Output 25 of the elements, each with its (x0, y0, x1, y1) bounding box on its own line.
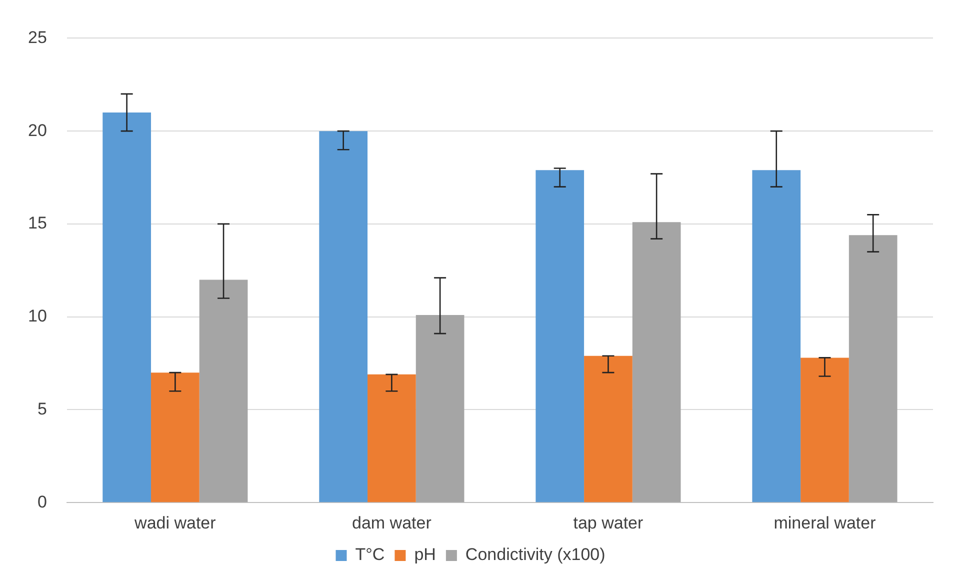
bar (800, 358, 849, 502)
legend-label: pH (414, 545, 436, 564)
bar (102, 112, 151, 502)
legend-label: T°C (355, 545, 385, 564)
y-tick-label: 15 (28, 214, 47, 233)
x-tick-label: tap water (573, 513, 644, 532)
bar (536, 170, 584, 502)
y-tick-label: 25 (28, 28, 47, 47)
bar (199, 280, 248, 502)
x-tick-label: dam water (352, 513, 432, 532)
bar (584, 356, 632, 502)
y-tick-label: 10 (28, 306, 47, 326)
x-tick-label: wadi water (134, 513, 216, 532)
bar (319, 131, 368, 502)
x-tick-label: mineral water (774, 513, 876, 532)
bar (848, 235, 898, 502)
legend-label: Condictivity (x100) (465, 545, 606, 564)
y-tick-label: 5 (37, 399, 47, 418)
bar (150, 372, 200, 502)
bar (752, 170, 801, 502)
bar (416, 314, 464, 502)
bar (368, 374, 416, 502)
y-tick-label: 20 (28, 120, 47, 140)
y-tick-label: 0 (37, 492, 47, 512)
bar (632, 222, 681, 502)
